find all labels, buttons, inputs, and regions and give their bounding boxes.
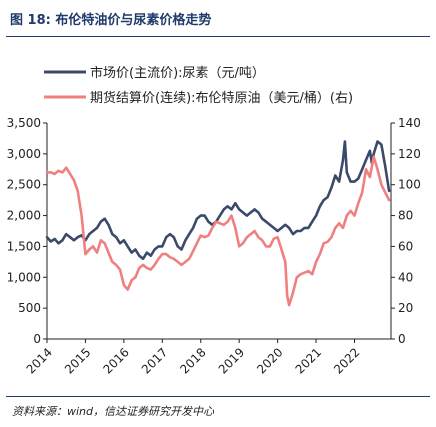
y-left-tick-label: 3,500 xyxy=(7,116,41,130)
y-right-tick-label: 140 xyxy=(398,116,421,130)
title-rule xyxy=(6,36,430,37)
y-left-tick-label: 2,000 xyxy=(7,209,41,223)
y-right-tick-label: 100 xyxy=(398,178,421,192)
x-tick-label: 2020 xyxy=(254,345,285,376)
y-right-tick-label: 80 xyxy=(398,209,413,223)
x-tick-label: 2015 xyxy=(62,345,93,376)
x-tick-label: 2014 xyxy=(24,345,55,376)
source-note: 资料来源：wind，信达证券研究开发中心 xyxy=(12,405,215,418)
figure-title: 图 18: 布伦特油价与尿素价格走势 xyxy=(10,13,212,28)
y-right-tick-label: 20 xyxy=(398,301,413,315)
legend-label-urea: 市场价(主流价):尿素（元/吨） xyxy=(90,65,265,81)
legend-label-brent: 期货结算价(连续):布伦特原油（美元/桶）(右) xyxy=(90,90,353,106)
series-line-urea xyxy=(45,140,391,261)
y-right-tick-label: 120 xyxy=(398,147,421,161)
y-left-tick-label: 0 xyxy=(33,332,41,346)
x-tick-label: 2022 xyxy=(331,345,362,376)
x-tick-label: 2019 xyxy=(216,345,247,376)
x-tick-label: 2018 xyxy=(177,345,208,376)
y-right-tick-label: 40 xyxy=(398,270,413,284)
y-left-tick-label: 1,000 xyxy=(7,270,41,284)
series-line-brent xyxy=(45,155,391,307)
legend: 市场价(主流价):尿素（元/吨） 期货结算价(连续):布伦特原油（美元/桶）(右… xyxy=(44,65,353,106)
x-tick-label: 2017 xyxy=(139,345,170,376)
y-left-tick-label: 500 xyxy=(18,301,41,315)
axes: 0 500 1,000 1,500 2,000 2,500 3,000 3,500 0 20 40 6… xyxy=(7,116,421,377)
series-layer xyxy=(45,140,391,307)
y-left-tick-label: 2,500 xyxy=(7,178,41,192)
y-left-tick-label: 3,000 xyxy=(7,147,41,161)
x-tick-label: 2021 xyxy=(293,345,324,376)
y-left-tick-label: 1,500 xyxy=(7,239,41,253)
x-tick-label: 2016 xyxy=(100,345,131,376)
y-right-tick-label: 0 xyxy=(398,332,406,346)
chart: 市场价(主流价):尿素（元/吨） 期货结算价(连续):布伦特原油（美元/桶）(右… xyxy=(7,65,421,377)
source-rule xyxy=(6,396,430,397)
y-right-tick-label: 60 xyxy=(398,239,413,253)
